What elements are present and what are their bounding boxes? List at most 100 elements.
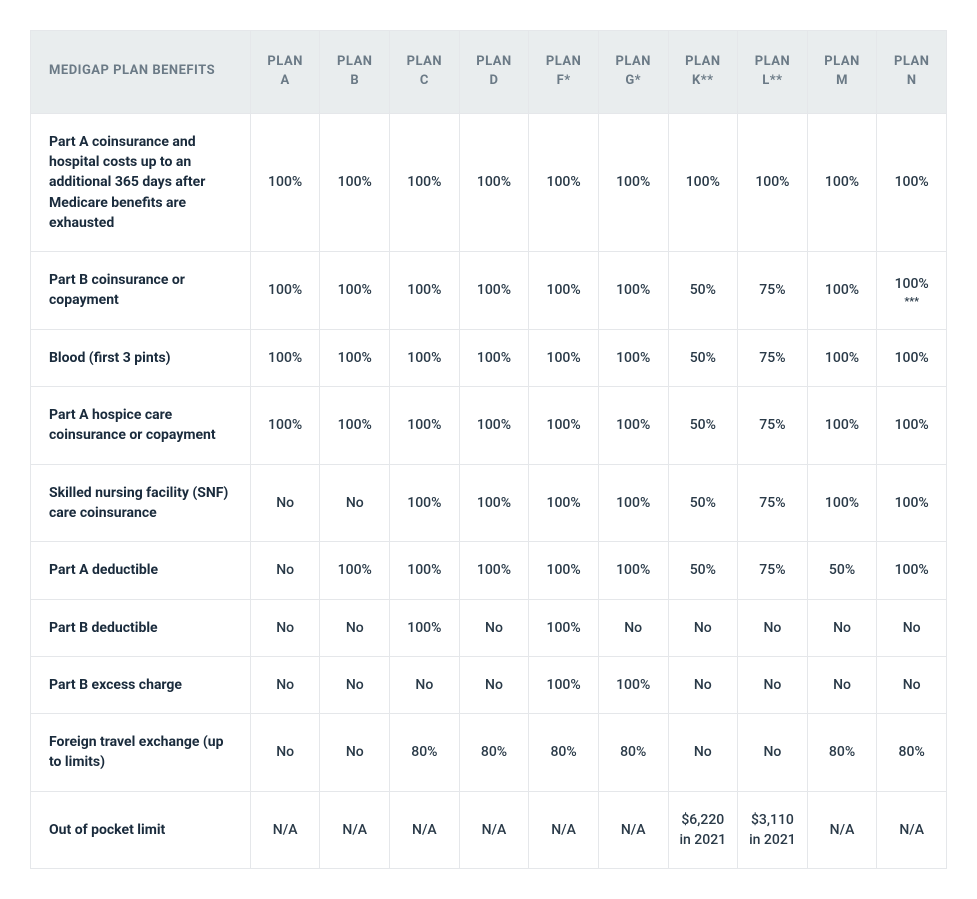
header-plan-top: PLAN [259,53,312,72]
cell-value: 80% [411,744,437,760]
plan-value: 100% [459,542,529,599]
plan-value: No [877,599,947,656]
cell-value: 100% [338,417,372,433]
plan-value: 100% [459,113,529,251]
plan-value: N/A [598,791,668,869]
plan-value: 100% [807,113,877,251]
cell-value: 75% [759,417,785,433]
plan-value: 100% [877,329,947,386]
plan-value: N/A [459,791,529,869]
plan-value: No [250,542,320,599]
plan-value: 80% [390,714,460,792]
header-plan-top: PLAN [885,53,938,72]
benefit-label: Part B deductible [31,599,251,656]
cell-value: 100% [338,350,372,366]
table-row: Blood (first 3 pints)100%100%100%100%100… [31,329,947,386]
plan-value: 100% [320,387,390,465]
plan-value: 100% [250,252,320,330]
cell-value: 100% [616,562,650,578]
plan-value: 75% [738,329,808,386]
cell-value: 100% [546,620,580,636]
header-plan-top: PLAN [468,53,521,72]
plan-value: 100% [807,387,877,465]
plan-value: No [459,599,529,656]
header-plan-bottom: C [398,72,451,91]
header-plan: PLANB [320,31,390,114]
cell-value: No [694,677,712,693]
cell-value: 75% [759,282,785,298]
plan-value: 75% [738,387,808,465]
table-row: Part A deductibleNo100%100%100%100%100%5… [31,542,947,599]
cell-value: No [276,620,294,636]
cell-value: 100% [825,495,859,511]
cell-value: 100% [407,350,441,366]
plan-value: 100% [598,542,668,599]
header-plan-top: PLAN [746,53,799,72]
cell-value: 80% [829,744,855,760]
table-row: Part A hospice care coinsurance or copay… [31,387,947,465]
header-plan: PLANC [390,31,460,114]
plan-value: 100% [390,599,460,656]
plan-value: N/A [877,791,947,869]
header-plan-bottom: D [468,72,521,91]
cell-value: 100% [616,350,650,366]
plan-value: No [598,599,668,656]
table-row: Part B excess chargeNoNoNoNo100%100%NoNo… [31,656,947,713]
cell-value: 80% [899,744,925,760]
plan-value: No [320,599,390,656]
plan-value: 80% [877,714,947,792]
cell-value: No [276,744,294,760]
cell-value: 50% [690,495,716,511]
plan-value: 80% [807,714,877,792]
benefit-label: Part A hospice care coinsurance or copay… [31,387,251,465]
benefit-label: Out of pocket limit [31,791,251,869]
plan-value: 100% [598,252,668,330]
header-row: MEDIGAP PLAN BENEFITS PLANAPLANBPLANCPLA… [31,31,947,114]
cell-value: 100% [477,562,511,578]
cell-value: N/A [899,822,924,838]
cell-value: 100% [407,174,441,190]
cell-value: 100% [546,174,580,190]
header-plan-bottom: N [885,72,938,91]
cell-value: 100% [477,350,511,366]
cell-value: No [763,677,781,693]
plan-value: 100% [390,542,460,599]
cell-value: 50% [690,417,716,433]
cell-value: 100% [546,350,580,366]
plan-value: 50% [668,329,738,386]
header-plan-bottom: F* [537,72,590,91]
plan-value: 100% [529,464,599,542]
table-header: MEDIGAP PLAN BENEFITS PLANAPLANBPLANCPLA… [31,31,947,114]
header-plan-bottom: M [816,72,869,91]
plan-value: 75% [738,252,808,330]
benefit-label: Part A coinsurance and hospital costs up… [31,113,251,251]
cell-value: 100% [268,282,302,298]
plan-value: 100% [320,252,390,330]
benefit-label: Foreign travel exchange (up to limits) [31,714,251,792]
plan-value: 100% [250,329,320,386]
plan-value: 100% [598,656,668,713]
cell-value: No [624,620,642,636]
plan-value: No [807,599,877,656]
cell-value: No [346,677,364,693]
plan-value: No [320,714,390,792]
cell-value: 100% [825,282,859,298]
cell-value: No [346,620,364,636]
plan-value: 100% [529,656,599,713]
plan-value: 100% [529,542,599,599]
cell-value: No [833,677,851,693]
cell-value: 100% [268,174,302,190]
medigap-plan-table: MEDIGAP PLAN BENEFITS PLANAPLANBPLANCPLA… [30,30,947,869]
cell-value: 75% [759,495,785,511]
cell-value: 100% [338,562,372,578]
cell-value: No [903,677,921,693]
header-plan: PLAND [459,31,529,114]
cell-value: No [276,562,294,578]
cell-value: 100% [616,417,650,433]
plan-value: No [459,656,529,713]
header-benefits: MEDIGAP PLAN BENEFITS [31,31,251,114]
plan-value: No [738,656,808,713]
plan-value: No [250,656,320,713]
header-plan: PLANF* [529,31,599,114]
header-plan-top: PLAN [677,53,730,72]
